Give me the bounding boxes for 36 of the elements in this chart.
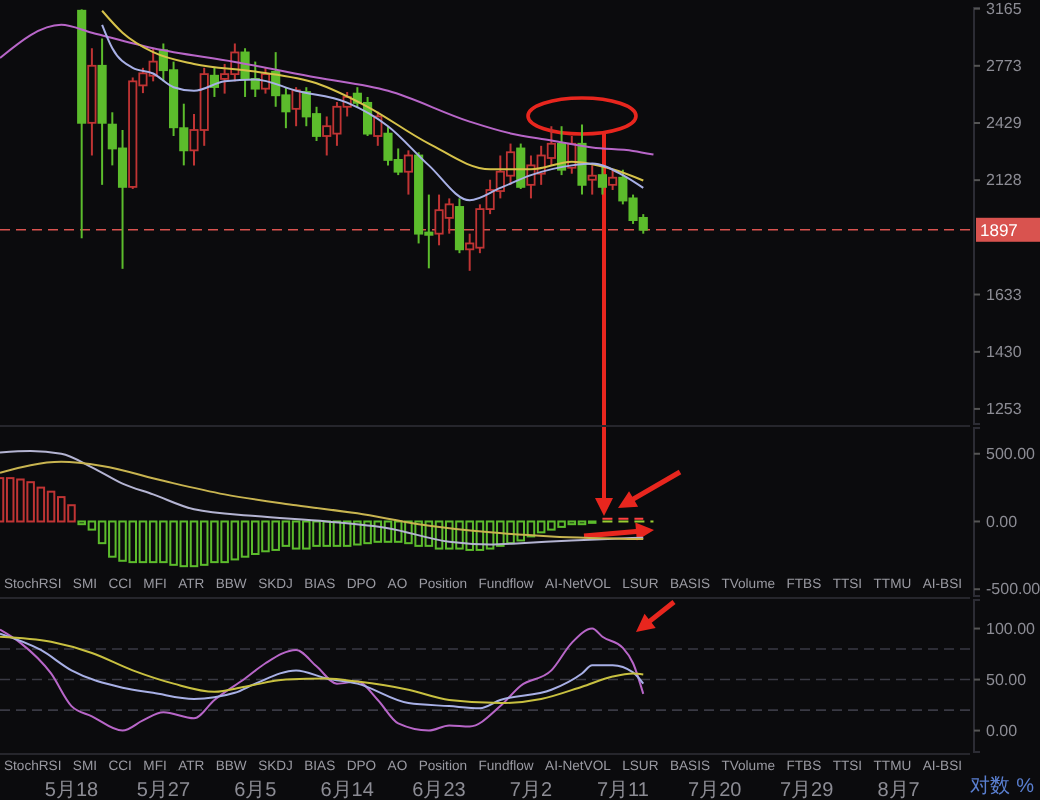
x-tick-label: 7月2 (509, 780, 553, 800)
y-tick-label: 2429 (986, 114, 1023, 133)
x-tick-label: 6月14 (320, 780, 375, 800)
candlestick (577, 123, 587, 196)
x-tick-label: 7月20 (688, 780, 743, 800)
y-tick-label: 50.00 (986, 670, 1028, 689)
line-series (101, 23, 645, 202)
candlestick (608, 168, 618, 191)
candlestick (454, 197, 465, 255)
y-tick-label: -500.00 (986, 580, 1040, 599)
x-tick-label: 5月27 (136, 780, 191, 800)
y-tick-label: 0.00 (986, 721, 1019, 740)
text: 对数 (970, 774, 1011, 798)
candlestick (291, 86, 301, 128)
candlestick (403, 149, 413, 196)
y-tick-label: 3165 (986, 0, 1023, 18)
x-tick-label: 8月7 (877, 780, 921, 800)
y-tick-label: 2773 (986, 56, 1023, 75)
y-tick-label: 500.00 (986, 444, 1037, 463)
y-tick-label: 1253 (986, 400, 1023, 419)
line-series (0, 627, 645, 732)
y-tick-label: 2128 (986, 171, 1023, 190)
x-tick-label: 7月11 (596, 780, 650, 800)
y-tick-label: 100.00 (986, 619, 1037, 638)
text: % (1016, 776, 1035, 798)
y-tick-label: 1633 (986, 285, 1023, 304)
y-tick-label: 0.00 (986, 512, 1019, 531)
x-tick-label: 5月18 (44, 780, 100, 800)
x-tick-label: 6月5 (234, 780, 278, 800)
y-tick-label: 1430 (986, 342, 1023, 361)
x-tick-label: 6月23 (412, 780, 467, 800)
candlestick (597, 164, 607, 196)
line-series (0, 23, 655, 156)
ref-line-label: 1897 (980, 219, 1019, 240)
x-tick-label: 7月29 (779, 780, 835, 800)
candlestick (587, 164, 597, 196)
